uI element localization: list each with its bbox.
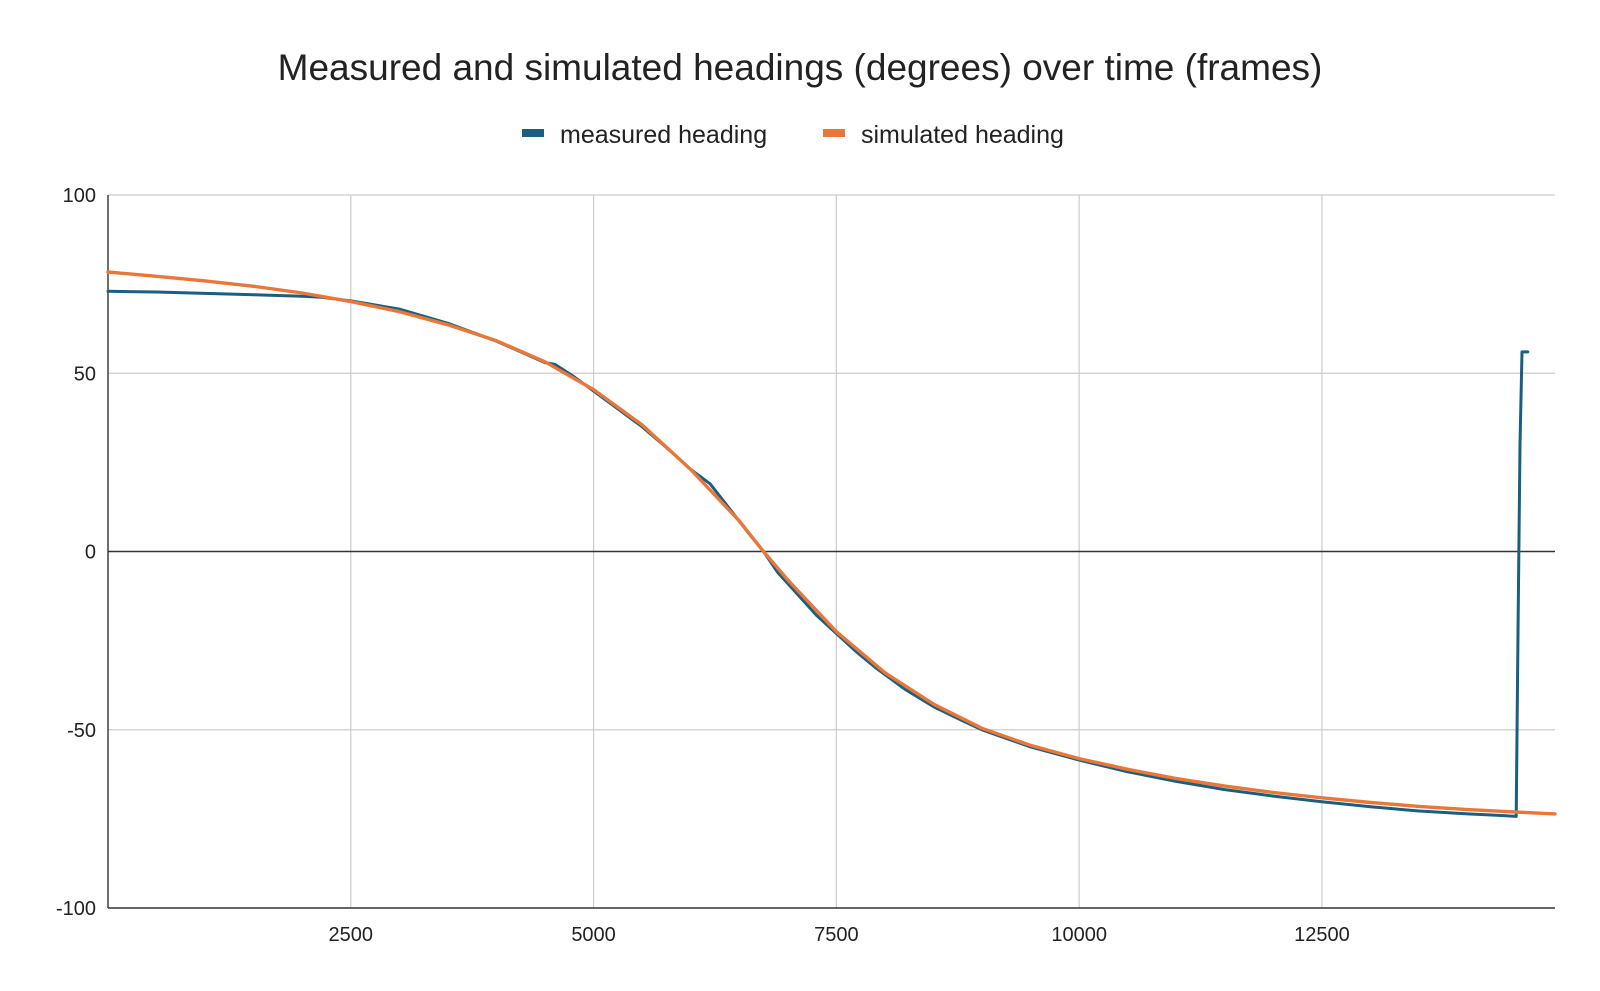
x-tick-label: 5000 [571, 924, 616, 946]
legend: measured heading simulated heading [522, 121, 1064, 149]
legend-item-measured: measured heading [522, 121, 767, 149]
y-tick-label: 50 [74, 363, 96, 385]
x-tick-label: 2500 [329, 924, 374, 946]
y-tick-label: 100 [63, 185, 96, 207]
measured-heading-line [106, 289, 1530, 818]
tick-labels: 100 50 0 -50 -100 2500 5000 7500 10000 12500 [56, 185, 1350, 946]
y-tick-label: 0 [85, 542, 96, 564]
x-tick-label: 10000 [1051, 924, 1107, 946]
y-tick-label: -50 [67, 720, 96, 742]
legend-label-measured: measured heading [560, 121, 767, 149]
legend-item-simulated: simulated heading [823, 121, 1064, 149]
x-tick-label: 12500 [1294, 924, 1350, 946]
plot-area [106, 270, 1557, 818]
y-tick-label: -100 [56, 898, 96, 920]
legend-label-simulated: simulated heading [861, 121, 1064, 149]
legend-swatch-simulated [823, 129, 845, 137]
x-tick-label: 7500 [814, 924, 859, 946]
legend-swatch-measured [522, 129, 544, 137]
axes [107, 195, 1555, 909]
chart-title: Measured and simulated headings (degrees… [278, 47, 1323, 88]
simulated-heading-line [106, 270, 1557, 816]
